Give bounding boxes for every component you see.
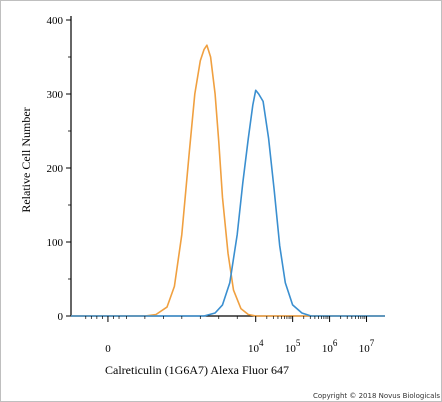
histogram-series-2 — [71, 89, 385, 317]
y-axis-title: Relative Cell Number — [19, 107, 33, 212]
histogram-series-1 — [71, 44, 385, 317]
y-axis-ticks: 0 100 200 300 400 — [47, 15, 71, 323]
plot-area — [70, 16, 385, 317]
x-tick-label: 105 — [285, 338, 301, 355]
x-axis-title: Calreticulin (1G6A7) Alexa Fluor 647 — [105, 363, 289, 377]
x-tick-label: 0 — [105, 343, 111, 355]
y-tick-label: 300 — [47, 89, 64, 101]
copyright-notice: Copyright © 2018 Novus Biologicals — [313, 392, 440, 400]
y-tick-label: 100 — [47, 237, 64, 249]
y-tick-label: 400 — [47, 15, 64, 27]
y-tick-label: 0 — [58, 311, 64, 323]
x-axis-ticks: 0 104 105 106 107 — [85, 316, 375, 355]
x-tick-label: 104 — [248, 338, 264, 355]
y-tick-label: 200 — [47, 163, 64, 175]
x-tick-label: 106 — [322, 338, 338, 355]
x-tick-label: 107 — [359, 338, 375, 355]
